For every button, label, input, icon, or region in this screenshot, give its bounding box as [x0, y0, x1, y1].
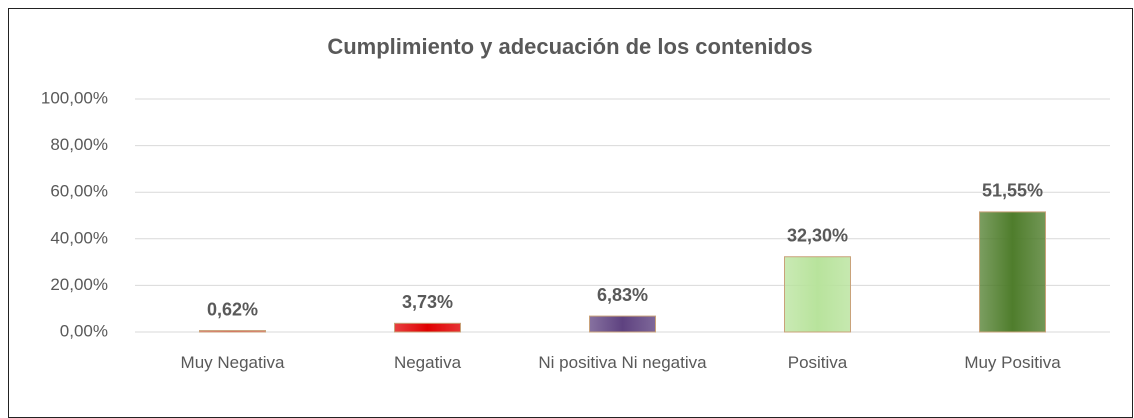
- value-label: 3,73%: [402, 292, 453, 312]
- y-tick-label: 0,00%: [60, 321, 108, 340]
- bar: [394, 322, 461, 333]
- y-tick-label: 100,00%: [41, 88, 108, 107]
- x-tick-label: Positiva: [787, 353, 848, 372]
- x-tick-label: Muy Negativa: [180, 353, 285, 372]
- y-tick-label: 80,00%: [50, 135, 108, 154]
- bar: [784, 256, 851, 333]
- y-tick-label: 20,00%: [50, 275, 108, 294]
- y-tick-label: 60,00%: [50, 182, 108, 201]
- chart-title: Cumplimiento y adecuación de los conteni…: [327, 34, 812, 59]
- x-tick-label: Negativa: [393, 353, 462, 372]
- x-tick-label: Ni positiva Ni negativa: [538, 353, 707, 372]
- value-label: 51,55%: [982, 181, 1043, 201]
- bar: [979, 211, 1046, 333]
- value-label: 0,62%: [207, 299, 258, 319]
- value-label: 6,83%: [597, 285, 648, 305]
- bar: [589, 315, 656, 333]
- x-tick-label: Muy Positiva: [964, 353, 1061, 372]
- value-label: 32,30%: [787, 225, 848, 245]
- bar: [199, 330, 266, 333]
- y-tick-label: 40,00%: [50, 228, 108, 247]
